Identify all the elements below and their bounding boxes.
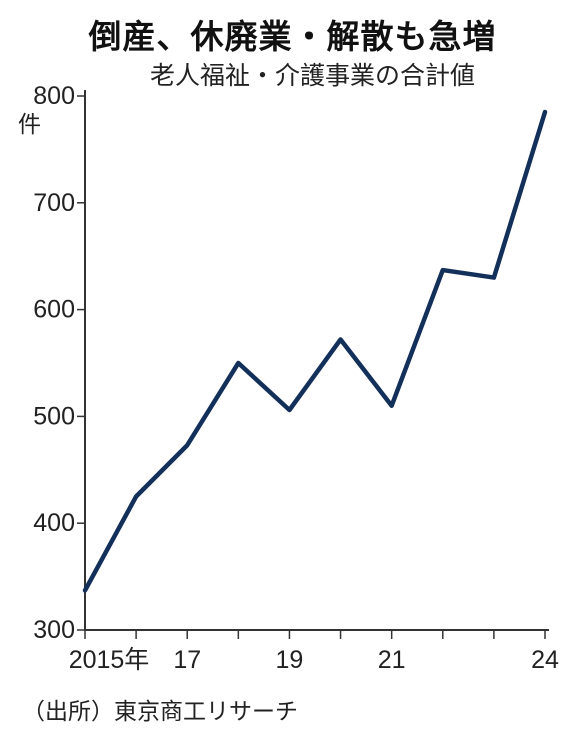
x-tick-label: 2015年 (69, 646, 150, 674)
series-line-group (82, 109, 548, 593)
source-note: （出所）東京商工リサーチ (22, 699, 298, 725)
y-tick-label: 800 (33, 82, 75, 110)
axes (84, 90, 549, 631)
chart-title: 倒産、休廃業・解散も急増 (88, 17, 497, 56)
y-tick-label: 500 (33, 402, 75, 430)
y-tick-label: 300 (33, 616, 75, 644)
x-tick-label: 21 (378, 646, 406, 674)
x-ticks: 2015年 17 19 21 24 (69, 630, 559, 674)
x-tick-label: 19 (276, 646, 304, 674)
chart-subtitle: 老人福祉・介護事業の合計値 (149, 61, 475, 90)
y-tick-label: 400 (33, 509, 75, 537)
y-axis-unit-label: 件 (18, 112, 41, 138)
x-tick-label: 24 (531, 646, 559, 674)
y-tick-label: 700 (33, 189, 75, 217)
y-ticks: 300 400 500 600 700 800 (33, 82, 85, 644)
x-tick-label: 17 (173, 646, 201, 674)
series-line (82, 109, 548, 593)
y-tick-label: 600 (33, 296, 75, 324)
